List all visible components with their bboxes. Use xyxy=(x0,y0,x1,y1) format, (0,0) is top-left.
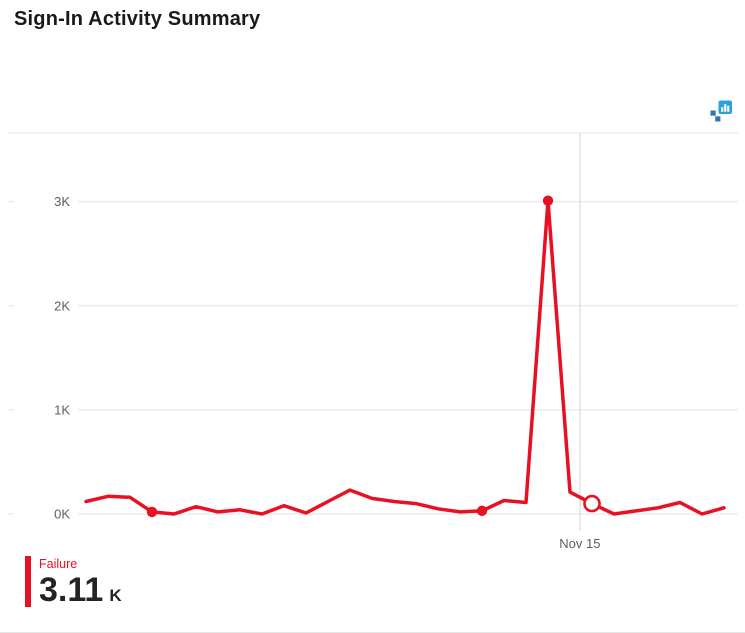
failure-line-series xyxy=(84,198,726,516)
chart-type-icon[interactable] xyxy=(709,99,733,123)
legend-value: 3.11 xyxy=(39,571,104,609)
x-axis-label: Nov 15 xyxy=(559,536,600,551)
legend-unit: K xyxy=(109,586,122,605)
data-point-marker xyxy=(542,195,554,206)
legend-failure: Failure 3.11 K xyxy=(25,556,122,607)
page-title: Sign-In Activity Summary xyxy=(14,8,261,30)
legend-color-bar xyxy=(25,556,31,607)
data-point-marker xyxy=(476,505,488,517)
data-point-marker xyxy=(146,506,158,518)
legend-label: Failure xyxy=(39,557,78,571)
current-point-open-marker xyxy=(583,494,601,513)
y-axis-label: 3K xyxy=(54,194,70,209)
y-axis-label: 0K xyxy=(54,507,70,522)
y-axis-label: 1K xyxy=(54,402,70,417)
y-axis-label: 2K xyxy=(54,298,70,313)
